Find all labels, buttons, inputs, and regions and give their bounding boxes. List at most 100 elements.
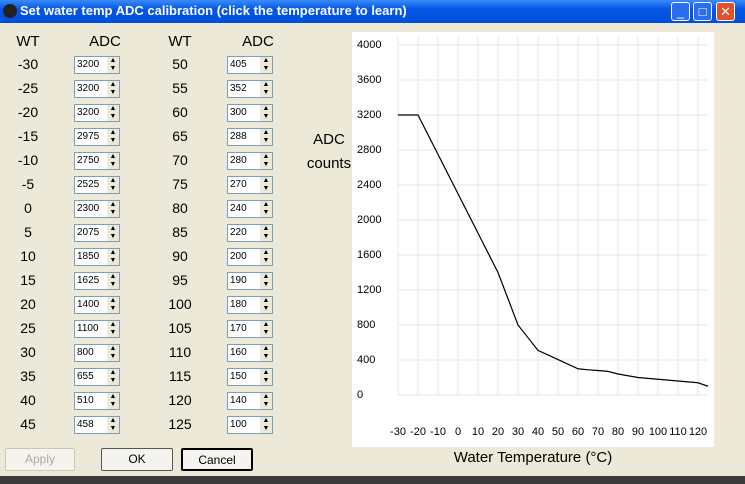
spinner-arrows[interactable]: ▲ ▼ [260,201,272,217]
temperature-label[interactable]: 85 [172,224,188,240]
adc-spinner[interactable]: 288 ▲ ▼ [227,128,273,146]
adc-spinner[interactable]: 510 ▲ ▼ [74,392,120,410]
adc-value[interactable]: 200 [230,251,247,262]
adc-value[interactable]: 3200 [77,59,100,70]
adc-spinner[interactable]: 140 ▲ ▼ [227,392,273,410]
spinner-arrows[interactable]: ▲ ▼ [260,393,272,409]
spinner-arrows[interactable]: ▲ ▼ [107,369,119,385]
spinner-arrows[interactable]: ▲ ▼ [107,129,119,145]
adc-value[interactable]: 352 [230,83,247,94]
temperature-label[interactable]: -15 [17,128,39,144]
temperature-label[interactable]: -30 [17,56,39,72]
adc-value[interactable]: 655 [77,371,94,382]
temperature-label[interactable]: 95 [172,272,188,288]
adc-spinner[interactable]: 200 ▲ ▼ [227,248,273,266]
temperature-label[interactable]: 60 [172,104,188,120]
adc-value[interactable]: 170 [230,323,247,334]
adc-spinner[interactable]: 458 ▲ ▼ [74,416,120,434]
adc-spinner[interactable]: 300 ▲ ▼ [227,104,273,122]
adc-spinner[interactable]: 3200 ▲ ▼ [74,80,120,98]
temperature-label[interactable]: 25 [20,320,36,336]
adc-value[interactable]: 180 [230,299,247,310]
adc-spinner[interactable]: 270 ▲ ▼ [227,176,273,194]
adc-spinner[interactable]: 2525 ▲ ▼ [74,176,120,194]
spinner-arrows[interactable]: ▲ ▼ [260,129,272,145]
temperature-label[interactable]: -10 [17,152,39,168]
minimize-button[interactable]: _ [671,2,690,21]
adc-value[interactable]: 150 [230,371,247,382]
adc-value[interactable]: 240 [230,203,247,214]
adc-spinner[interactable]: 800 ▲ ▼ [74,344,120,362]
adc-value[interactable]: 100 [230,419,247,430]
spinner-arrows[interactable]: ▲ ▼ [107,201,119,217]
adc-value[interactable]: 2300 [77,203,100,214]
cancel-button[interactable]: Cancel [181,448,253,471]
adc-spinner[interactable]: 220 ▲ ▼ [227,224,273,242]
temperature-label[interactable]: 90 [172,248,188,264]
temperature-label[interactable]: 120 [168,392,192,408]
spinner-arrows[interactable]: ▲ ▼ [107,105,119,121]
adc-spinner[interactable]: 190 ▲ ▼ [227,272,273,290]
spinner-arrows[interactable]: ▲ ▼ [260,297,272,313]
adc-spinner[interactable]: 2300 ▲ ▼ [74,200,120,218]
spinner-arrows[interactable]: ▲ ▼ [107,297,119,313]
adc-spinner[interactable]: 1850 ▲ ▼ [74,248,120,266]
temperature-label[interactable]: 115 [168,368,192,384]
spinner-arrows[interactable]: ▲ ▼ [260,225,272,241]
temperature-label[interactable]: 20 [20,296,36,312]
adc-spinner[interactable]: 160 ▲ ▼ [227,344,273,362]
spinner-arrows[interactable]: ▲ ▼ [107,57,119,73]
spinner-arrows[interactable]: ▲ ▼ [260,153,272,169]
adc-value[interactable]: 2525 [77,179,100,190]
spinner-arrows[interactable]: ▲ ▼ [107,393,119,409]
spinner-arrows[interactable]: ▲ ▼ [107,345,119,361]
adc-value[interactable]: 3200 [77,83,100,94]
temperature-label[interactable]: 110 [168,344,192,360]
maximize-button[interactable]: □ [693,2,712,21]
adc-value[interactable]: 3200 [77,107,100,118]
ok-button[interactable]: OK [101,448,173,471]
temperature-label[interactable]: 45 [20,416,36,432]
spinner-arrows[interactable]: ▲ ▼ [107,225,119,241]
spinner-arrows[interactable]: ▲ ▼ [107,177,119,193]
spinner-arrows[interactable]: ▲ ▼ [260,81,272,97]
temperature-label[interactable]: 35 [20,368,36,384]
adc-value[interactable]: 1400 [77,299,100,310]
adc-spinner[interactable]: 240 ▲ ▼ [227,200,273,218]
spinner-arrows[interactable]: ▲ ▼ [107,81,119,97]
temperature-label[interactable]: 10 [20,248,36,264]
adc-value[interactable]: 160 [230,347,247,358]
adc-value[interactable]: 220 [230,227,247,238]
adc-spinner[interactable]: 352 ▲ ▼ [227,80,273,98]
adc-value[interactable]: 510 [77,395,94,406]
temperature-label[interactable]: 50 [172,56,188,72]
temperature-label[interactable]: -5 [21,176,35,192]
adc-value[interactable]: 288 [230,131,247,142]
adc-value[interactable]: 270 [230,179,247,190]
adc-spinner[interactable]: 1400 ▲ ▼ [74,296,120,314]
adc-spinner[interactable]: 1100 ▲ ▼ [74,320,120,338]
adc-spinner[interactable]: 280 ▲ ▼ [227,152,273,170]
adc-value[interactable]: 800 [77,347,94,358]
adc-value[interactable]: 2975 [77,131,100,142]
adc-value[interactable]: 1625 [77,275,100,286]
temperature-label[interactable]: -20 [17,104,39,120]
adc-spinner[interactable]: 1625 ▲ ▼ [74,272,120,290]
temperature-label[interactable]: 125 [168,416,192,432]
temperature-label[interactable]: 75 [172,176,188,192]
spinner-arrows[interactable]: ▲ ▼ [260,321,272,337]
adc-spinner[interactable]: 150 ▲ ▼ [227,368,273,386]
temperature-label[interactable]: 0 [24,200,32,216]
temperature-label[interactable]: 15 [20,272,36,288]
temperature-label[interactable]: -25 [17,80,39,96]
spinner-arrows[interactable]: ▲ ▼ [107,321,119,337]
temperature-label[interactable]: 65 [172,128,188,144]
temperature-label[interactable]: 80 [172,200,188,216]
temperature-label[interactable]: 40 [20,392,36,408]
adc-value[interactable]: 405 [230,59,247,70]
spinner-arrows[interactable]: ▲ ▼ [107,249,119,265]
spinner-arrows[interactable]: ▲ ▼ [260,345,272,361]
adc-value[interactable]: 1850 [77,251,100,262]
spinner-arrows[interactable]: ▲ ▼ [260,249,272,265]
adc-value[interactable]: 300 [230,107,247,118]
